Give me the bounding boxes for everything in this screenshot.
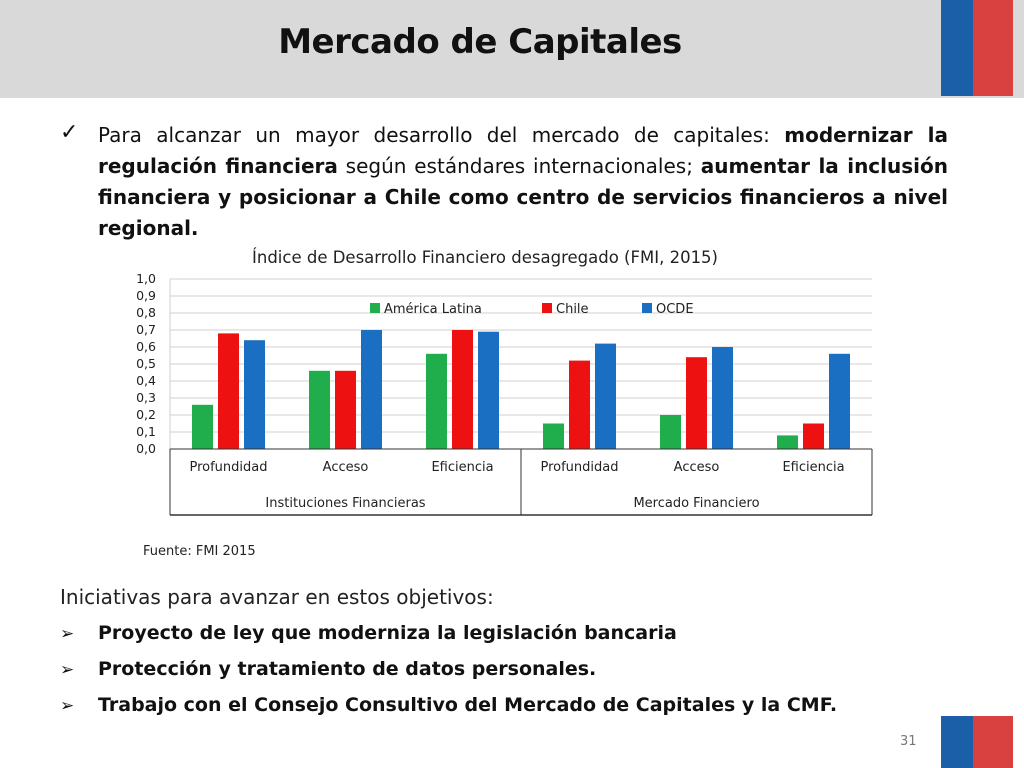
y-tick-label: 0,5 (136, 356, 156, 371)
bar (712, 347, 733, 449)
bar (218, 333, 239, 449)
y-tick-label: 0,1 (136, 424, 156, 439)
legend-label: América Latina (384, 302, 482, 317)
initiative-bullet: ➢ Proyecto de ley que moderniza la legisl… (60, 622, 677, 644)
chart-title: Índice de Desarrollo Financiero desagreg… (252, 248, 718, 267)
bar (309, 370, 330, 449)
initiative-bullet: ➢ Protección y tratamiento de datos perso… (60, 658, 596, 680)
initiative-text: Proyecto de ley que moderniza la legisla… (98, 622, 677, 644)
legend-swatch (370, 303, 380, 313)
x-tick-label: Acceso (674, 460, 720, 475)
bar (803, 423, 824, 449)
legend-label: Chile (556, 302, 589, 317)
flag-red-stripe (973, 716, 1013, 768)
bar (829, 353, 850, 449)
bar-chart: 0,0 0,1 0,2 0,3 0,4 0,5 0,6 0,7 0,8 0,9 1,0 Améric… (136, 271, 873, 516)
flag-red-stripe (973, 0, 1013, 96)
source-note: Fuente: FMI 2015 (143, 544, 256, 559)
arrow-bullet-icon: ➢ (60, 624, 75, 644)
x-tick-label: Profundidad (540, 460, 618, 475)
arrow-bullet-icon: ➢ (60, 660, 75, 680)
intro-text-part: modernizar la regulación financiera (98, 123, 949, 178)
initiative-bullet: ➢ Trabajo con el Consejo Consultivo del M… (60, 694, 837, 716)
bar (777, 435, 798, 449)
bar (452, 330, 473, 449)
intro-text-part: según estándares internacionales; (337, 154, 701, 178)
bar (478, 331, 499, 449)
y-tick-label: 0,4 (136, 373, 156, 388)
checkmark-icon: ✓ (60, 120, 79, 145)
x-tick-label: Profundidad (189, 460, 267, 475)
flag-decoration-bottom (941, 716, 1013, 768)
initiative-text: Protección y tratamiento de datos person… (98, 658, 597, 680)
flag-blue-stripe (941, 0, 973, 96)
x-tick-label: Eficiencia (782, 460, 844, 475)
chart-bars (192, 330, 850, 449)
flag-blue-stripe (941, 716, 973, 768)
x-tick-label: Eficiencia (431, 460, 493, 475)
bar (192, 404, 213, 449)
page-number: 31 (900, 734, 917, 749)
arrow-bullet-icon: ➢ (60, 696, 75, 716)
y-tick-label: 0,7 (136, 322, 156, 337)
bar (361, 330, 382, 449)
y-tick-label: 0,3 (136, 390, 156, 405)
bar (569, 360, 590, 449)
y-tick-label: 0,0 (136, 441, 156, 456)
bar (660, 415, 681, 449)
y-tick-label: 0,9 (136, 288, 156, 303)
bar (543, 423, 564, 449)
group-label: Mercado Financiero (633, 496, 759, 511)
legend-swatch (542, 303, 552, 313)
y-tick-label: 0,6 (136, 339, 156, 354)
chart-category-table: Profundidad Acceso Eficiencia Profundidad Ac… (169, 448, 873, 516)
bar (595, 343, 616, 449)
bar (335, 370, 356, 449)
chart-grid (169, 278, 872, 450)
intro-text: Para alcanzar un mayor desarrollo del me… (98, 120, 948, 244)
y-tick-label: 1,0 (136, 271, 156, 286)
x-tick-label: Acceso (323, 460, 369, 475)
flag-decoration-top (941, 0, 1013, 96)
chart-legend: América Latina Chile OCDE (370, 302, 694, 317)
intro-text-part: aumentar la inclusión financiera y posic… (98, 154, 948, 240)
header-band (0, 0, 1024, 98)
group-label: Instituciones Financieras (265, 496, 425, 511)
y-tick-label: 0,2 (136, 407, 156, 422)
slide-title: Mercado de Capitales (278, 22, 682, 62)
legend-label: OCDE (656, 302, 694, 317)
legend-swatch (642, 303, 652, 313)
bar (426, 353, 447, 449)
bar (686, 357, 707, 449)
initiative-text: Trabajo con el Consejo Consultivo del Me… (98, 694, 838, 716)
chart-y-axis: 0,0 0,1 0,2 0,3 0,4 0,5 0,6 0,7 0,8 0,9 1,0 (136, 271, 156, 456)
initiatives-heading: Iniciativas para avanzar en estos objeti… (60, 585, 494, 609)
intro-text-part: Para alcanzar un mayor desarrollo del me… (98, 123, 785, 147)
y-tick-label: 0,8 (136, 305, 156, 320)
bar (244, 340, 265, 449)
